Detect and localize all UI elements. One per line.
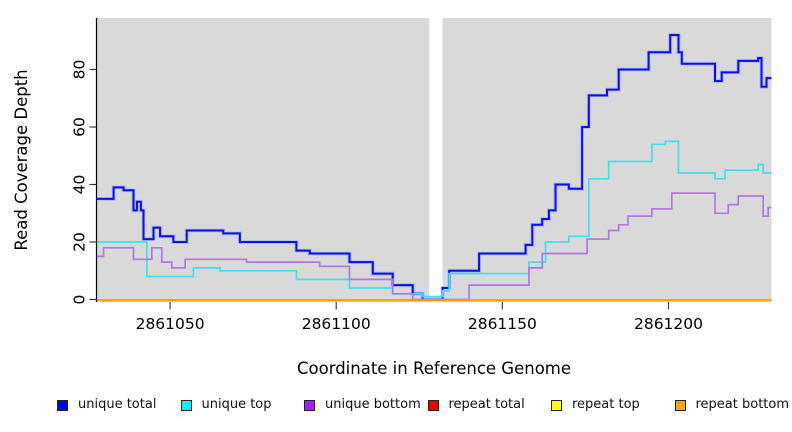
x-tick-label: 2861100	[302, 315, 371, 333]
y-tick-label: 60	[71, 117, 89, 137]
legend-item-repeat-top: repeat top	[551, 397, 640, 413]
legend-label: unique total	[78, 397, 157, 412]
legend-label: repeat bottom	[695, 397, 790, 412]
legend-item-unique-total: unique total	[57, 397, 156, 413]
x-tick-label: 2861050	[136, 315, 205, 333]
legend-label: unique bottom	[325, 397, 421, 412]
legend-label: unique top	[201, 397, 272, 412]
y-tick-label: 80	[71, 60, 89, 80]
x-tick-label: 2861150	[468, 315, 537, 333]
y-tick-label: 0	[71, 295, 89, 305]
series-line-unique-bottom	[97, 192, 772, 301]
legend-swatch	[427, 399, 439, 411]
y-tick-label: 20	[71, 232, 89, 252]
y-axis-title: Read Coverage Depth	[12, 69, 31, 250]
legend-swatch	[674, 399, 686, 411]
legend-swatch	[304, 399, 315, 411]
legend-swatch	[551, 399, 562, 411]
x-axis-title: Coordinate in Reference Genome	[297, 359, 571, 378]
series-line-unique-top	[97, 140, 772, 298]
coverage-chart: 0 20 40 60 80 2861050 2861100 2861150 2861200 Co…	[12, 18, 772, 378]
legend-label: repeat total	[448, 397, 525, 412]
legend-swatch	[57, 399, 68, 411]
no-data-gap	[429, 18, 443, 302]
legend-label: repeat top	[572, 397, 640, 412]
legend-item-repeat-total: repeat total	[427, 397, 525, 413]
legend-item-unique-bottom: unique bottom	[304, 397, 421, 413]
legend-item-repeat-bottom: repeat bottom	[674, 397, 790, 413]
legend-swatch	[180, 399, 192, 411]
series-line-unique-total	[97, 34, 772, 301]
x-tick-label: 2861200	[634, 315, 703, 333]
y-tick-label: 40	[71, 175, 89, 195]
legend-item-unique-top: unique top	[180, 397, 272, 413]
